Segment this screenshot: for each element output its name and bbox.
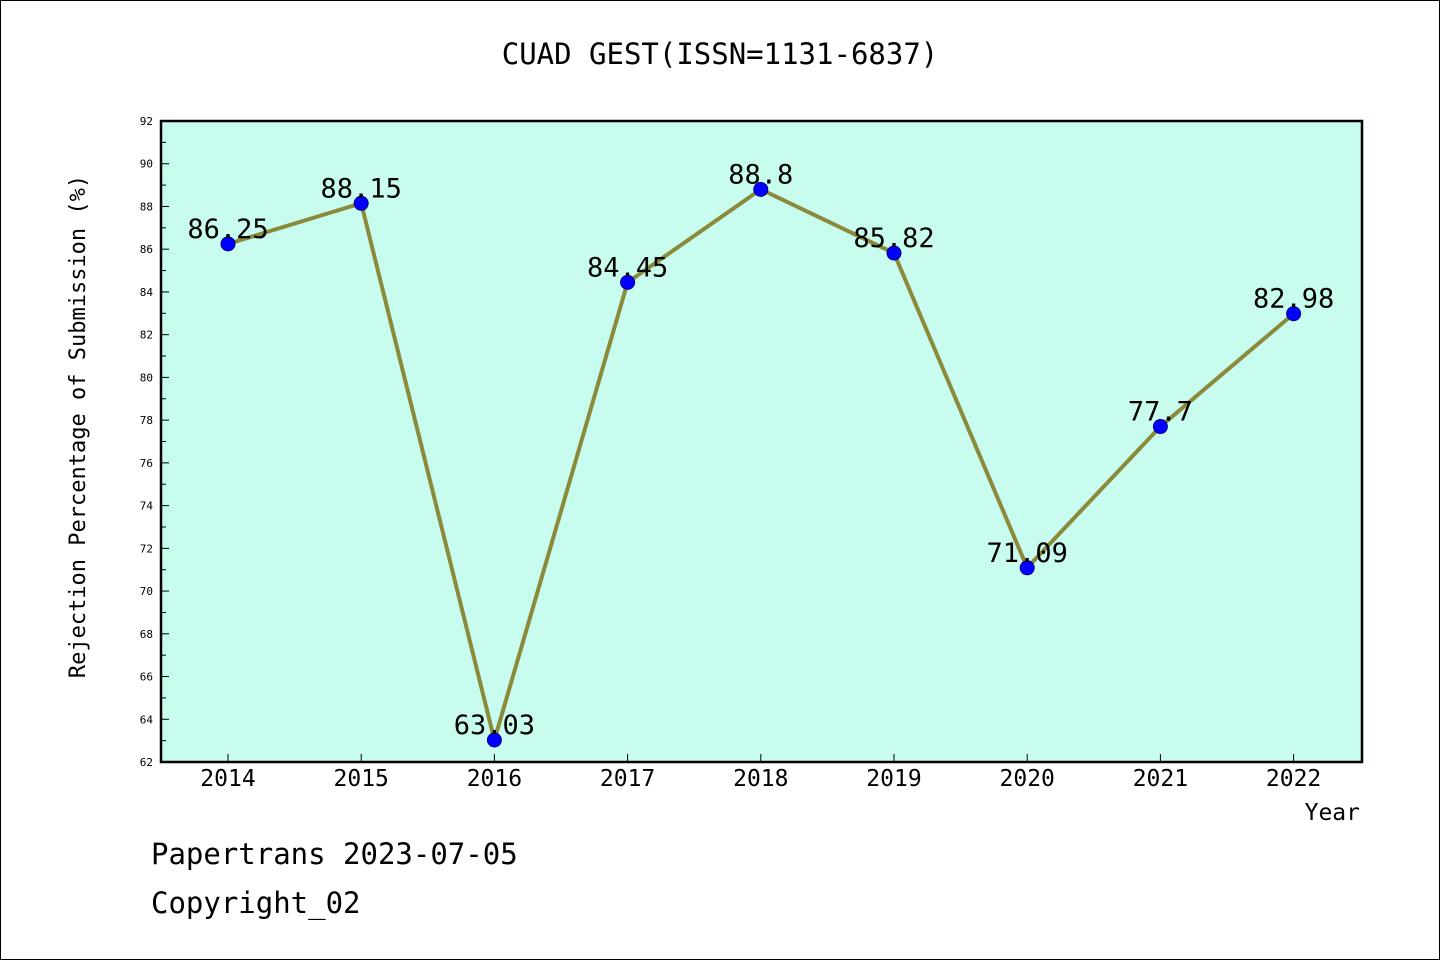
y-tick-label: 74: [140, 500, 154, 513]
x-tick-label: 2022: [1266, 766, 1321, 792]
footer-copyright: Copyright_02: [151, 886, 361, 920]
y-tick-label: 62: [140, 756, 153, 769]
y-tick-label: 88: [140, 200, 153, 213]
data-labels: 86.25 88.15 63.03 84.45 88.8 85.82 71.09 77.7 82…: [187, 159, 1334, 741]
x-tick-label: 2017: [600, 766, 655, 792]
y-tick-label: 76: [140, 457, 153, 470]
data-point: [886, 245, 902, 261]
x-tick-label: 2015: [334, 766, 389, 792]
data-label: 85.82: [853, 223, 934, 254]
y-tick-label: 78: [140, 414, 153, 427]
x-tick-label: 2020: [1000, 766, 1055, 792]
y-axis-label: Rejection Percentage of Submission (%): [66, 175, 91, 678]
data-label: 77.7: [1128, 397, 1193, 428]
x-tick-label: 2016: [467, 766, 522, 792]
y-tick-label: 90: [140, 158, 153, 171]
data-point: [1019, 560, 1035, 576]
data-label: 82.98: [1253, 284, 1334, 315]
data-label: 63.03: [454, 710, 535, 741]
x-axis-label: Year: [1305, 800, 1360, 826]
data-point: [1152, 419, 1168, 435]
y-tick-label: 82: [140, 329, 153, 342]
data-point: [353, 195, 369, 211]
x-tick-label: 2014: [200, 766, 255, 792]
data-label: 88.15: [321, 173, 402, 204]
data-label: 86.25: [187, 214, 268, 245]
y-tick-label: 80: [140, 371, 153, 384]
y-tick-label: 84: [140, 286, 154, 299]
data-point: [1286, 306, 1302, 322]
data-label: 84.45: [587, 252, 668, 283]
x-tick-label: 2021: [1133, 766, 1188, 792]
data-point: [220, 236, 236, 252]
data-point: [486, 732, 502, 748]
plot-area: [161, 121, 1362, 762]
y-tick-label: 72: [140, 542, 153, 555]
data-label: 88.8: [728, 159, 793, 190]
x-tick-label: 2019: [866, 766, 921, 792]
data-label: 71.09: [987, 538, 1068, 569]
data-point: [753, 181, 769, 197]
y-tick-label: 86: [140, 243, 153, 256]
y-axis: 62 64 66 68 70 72 74 76 78 80 82 84 86 88 90 92: [140, 115, 169, 769]
data-point: [620, 274, 636, 290]
chart-title: CUAD GEST(ISSN=1131-6837): [501, 37, 939, 71]
y-tick-label: 70: [140, 585, 153, 598]
y-tick-label: 66: [140, 671, 153, 684]
x-axis: 2014 2015 2016 2017 2018 2019 2020 2021 2022: [200, 754, 1321, 792]
footer-date: Papertrans 2023-07-05: [151, 837, 518, 871]
y-tick-label: 64: [140, 713, 154, 726]
x-tick-label: 2018: [733, 766, 788, 792]
y-tick-label: 92: [140, 115, 153, 128]
y-tick-label: 68: [140, 628, 153, 641]
data-points: [220, 181, 1302, 748]
plot-border: [159, 119, 1364, 764]
